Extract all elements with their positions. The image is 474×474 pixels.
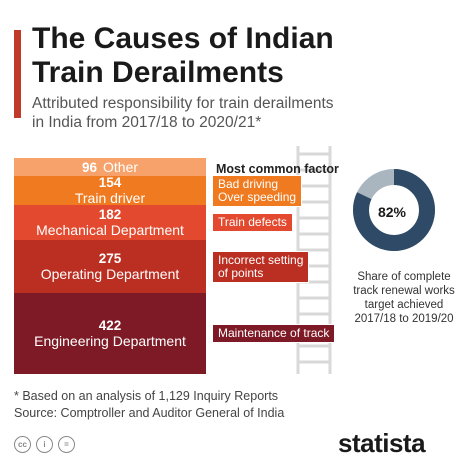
title-line-2: Train Derailments — [32, 56, 284, 89]
factor-tag-mechanical-department: Train defects — [212, 213, 293, 232]
donut-chart — [353, 169, 435, 251]
category-label-other: Other — [103, 159, 139, 175]
creative-commons-icon[interactable]: cc — [14, 436, 31, 453]
donut-caption-line: 2017/18 to 2019/20 — [354, 313, 454, 325]
value-label-other: 96 — [81, 159, 97, 175]
footnote: * Based on an analysis of 1,129 Inquiry … — [14, 389, 279, 403]
most-common-factor-header: Most common factor — [216, 162, 339, 176]
block-train-driver: 154 Train driver — [14, 175, 206, 206]
source-note: Source: Comptroller and Auditor General … — [14, 406, 285, 420]
donut-caption: Share of complete track renewal works ta… — [342, 270, 466, 326]
factor-tag-train-driver: Bad driving Over speeding — [212, 175, 303, 207]
no-derivatives-icon[interactable]: = — [58, 436, 75, 453]
donut-caption-line: target achieved — [364, 299, 444, 311]
value-label-train-driver: 154 — [98, 175, 122, 190]
donut-percentage: 82% — [377, 204, 407, 220]
value-label-engineering-department: 422 — [98, 318, 122, 333]
donut-value-arc — [353, 169, 435, 251]
factor-line: Train defects — [218, 215, 287, 229]
chart-subtitle: Attributed responsibility for train dera… — [32, 94, 452, 132]
subtitle-line-2: in India from 2017/18 to 2020/21* — [32, 114, 262, 131]
factor-line: of points — [218, 266, 264, 280]
attribution-icon[interactable]: i — [36, 436, 53, 453]
factor-line: Bad driving — [218, 177, 279, 191]
subtitle-line-1: Attributed responsibility for train dera… — [32, 95, 334, 112]
value-label-mechanical-department: 182 — [98, 207, 122, 222]
factor-tag-engineering-department: Maintenance of track — [212, 324, 336, 343]
block-mechanical-department: 182 Mechanical Department — [14, 205, 206, 240]
title-line-1: The Causes of Indian — [32, 22, 334, 55]
value-label-operating-department: 275 — [98, 251, 122, 266]
factor-tag-operating-department: Incorrect setting of points — [212, 251, 310, 283]
category-label-train-driver: Train driver — [74, 190, 146, 206]
block-engineering-department: 422 Engineering Department — [14, 293, 206, 374]
donut-caption-line: Share of complete — [357, 271, 451, 283]
category-label-operating-department: Operating Department — [40, 266, 180, 282]
statista-logo[interactable]: statista — [338, 428, 426, 458]
chart-title: The Causes of Indian Train Derailments — [32, 22, 452, 90]
block-other: 96 Other — [14, 158, 206, 176]
factor-line: Incorrect setting — [218, 253, 304, 267]
factor-line: Maintenance of track — [218, 326, 330, 340]
license-icons: cc i = — [14, 436, 75, 453]
factor-line: Over speeding — [218, 190, 297, 204]
category-label-mechanical-department: Mechanical Department — [36, 222, 184, 238]
donut-caption-line: track renewal works — [353, 285, 455, 297]
block-operating-department: 275 Operating Department — [14, 240, 206, 293]
title-accent-bar — [14, 30, 21, 118]
category-label-engineering-department: Engineering Department — [34, 333, 186, 349]
